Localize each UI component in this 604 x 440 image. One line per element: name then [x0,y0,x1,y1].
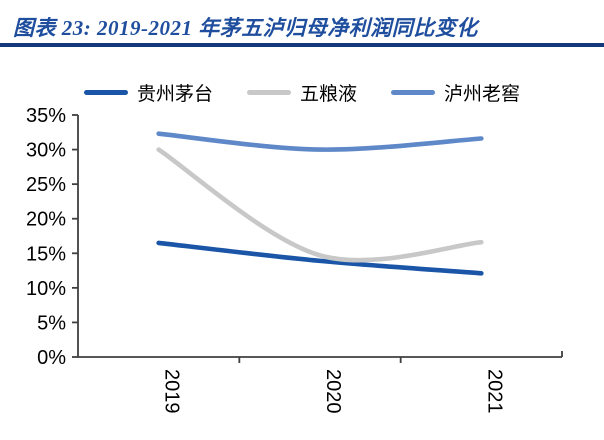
figure-title: 图表 23: 2019-2021 年茅五泸归母净利润同比变化 [13,16,478,40]
x-tick-label: 2021 [483,369,505,414]
y-tick-label: 20% [26,209,66,231]
y-tick-label: 15% [26,243,66,265]
y-tick-label: 0% [37,347,66,369]
legend-swatch-wuliangye [246,90,291,95]
legend-label-wuliangye: 五粮液 [299,84,357,105]
y-tick-label: 10% [26,278,66,300]
series-line-2 [156,131,484,152]
legend-swatch-laojiao [391,90,435,95]
x-tick-label: 2019 [161,369,183,414]
title-divider [0,43,604,47]
y-tick-label: 25% [26,174,66,196]
legend-label-laojiao: 泸州老窖 [444,84,521,105]
x-tick-label: 2020 [322,369,344,414]
legend-label-maotai: 贵州茅台 [136,84,213,105]
legend-item-maotai: 贵州茅台 [83,79,213,106]
legend-item-wuliangye: 五粮液 [246,79,357,106]
series-line-0 [156,240,484,276]
y-tick-label: 5% [37,312,66,334]
y-tick-label: 35% [26,105,66,127]
chart-legend: 贵州茅台 五粮液 泸州老窖 [0,79,604,106]
legend-swatch-maotai [83,90,128,95]
legend-item-laojiao: 泸州老窖 [391,79,520,106]
y-tick-label: 30% [26,140,66,162]
series-line-1 [156,147,484,263]
